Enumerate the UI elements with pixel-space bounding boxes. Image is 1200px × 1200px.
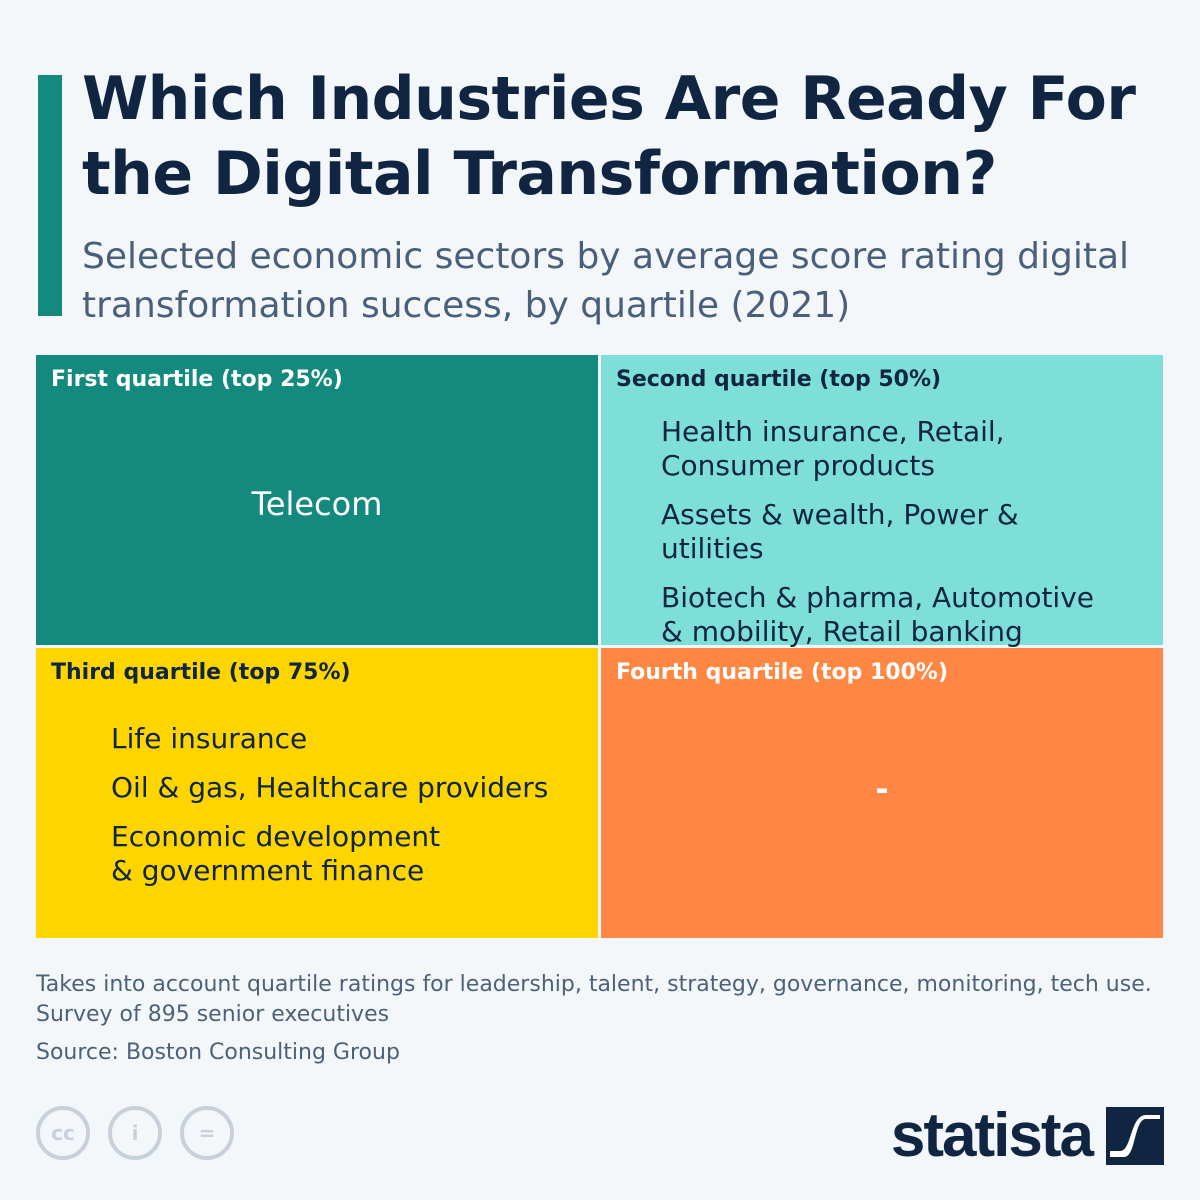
attribution-icon[interactable]: i [108,1106,162,1160]
page-title: Which Industries Are Ready For the Digit… [82,64,1136,209]
quartile-item: Economic development & government financ… [111,820,441,887]
quartile-item: Oil & gas, Healthcare providers [111,771,549,804]
quartile-item: - [875,770,889,808]
statista-logo-icon [1106,1106,1164,1165]
quartile-1-cell: First quartile (top 25%) Telecom [36,355,598,645]
quartile-label: Second quartile (top 50%) [616,367,942,392]
statista-logo[interactable]: statista [891,1100,1164,1171]
quartile-label: First quartile (top 25%) [51,367,343,392]
quartile-4-cell: Fourth quartile (top 100%) - [601,648,1163,938]
footnote: Takes into account quartile ratings for … [36,972,1152,997]
no-derivatives-icon[interactable]: = [180,1106,234,1160]
quartile-item: Biotech & pharma, Automotive & mobility,… [661,581,1095,648]
survey-note: Survey of 895 senior executives [36,1002,390,1027]
accent-bar [38,75,62,316]
quartile-label: Third quartile (top 75%) [51,660,351,685]
source: Source: Boston Consulting Group [36,1040,400,1065]
subtitle: Selected economic sectors by average sco… [82,236,1130,326]
quartile-label: Fourth quartile (top 100%) [616,660,948,685]
quartile-item: Assets & wealth, Power & utilities [661,498,1019,565]
logo-text: statista [890,1101,1094,1170]
cc-icon[interactable]: cc [36,1106,90,1160]
quartile-2-cell: Second quartile (top 50%) Health insuran… [601,355,1163,648]
quartile-item: Health insurance, Retail, Consumer produ… [661,415,1005,482]
quartile-3-cell: Third quartile (top 75%) Life insurance … [36,648,598,938]
quartile-item: Telecom [251,485,383,523]
quartile-item: Life insurance [111,722,308,755]
